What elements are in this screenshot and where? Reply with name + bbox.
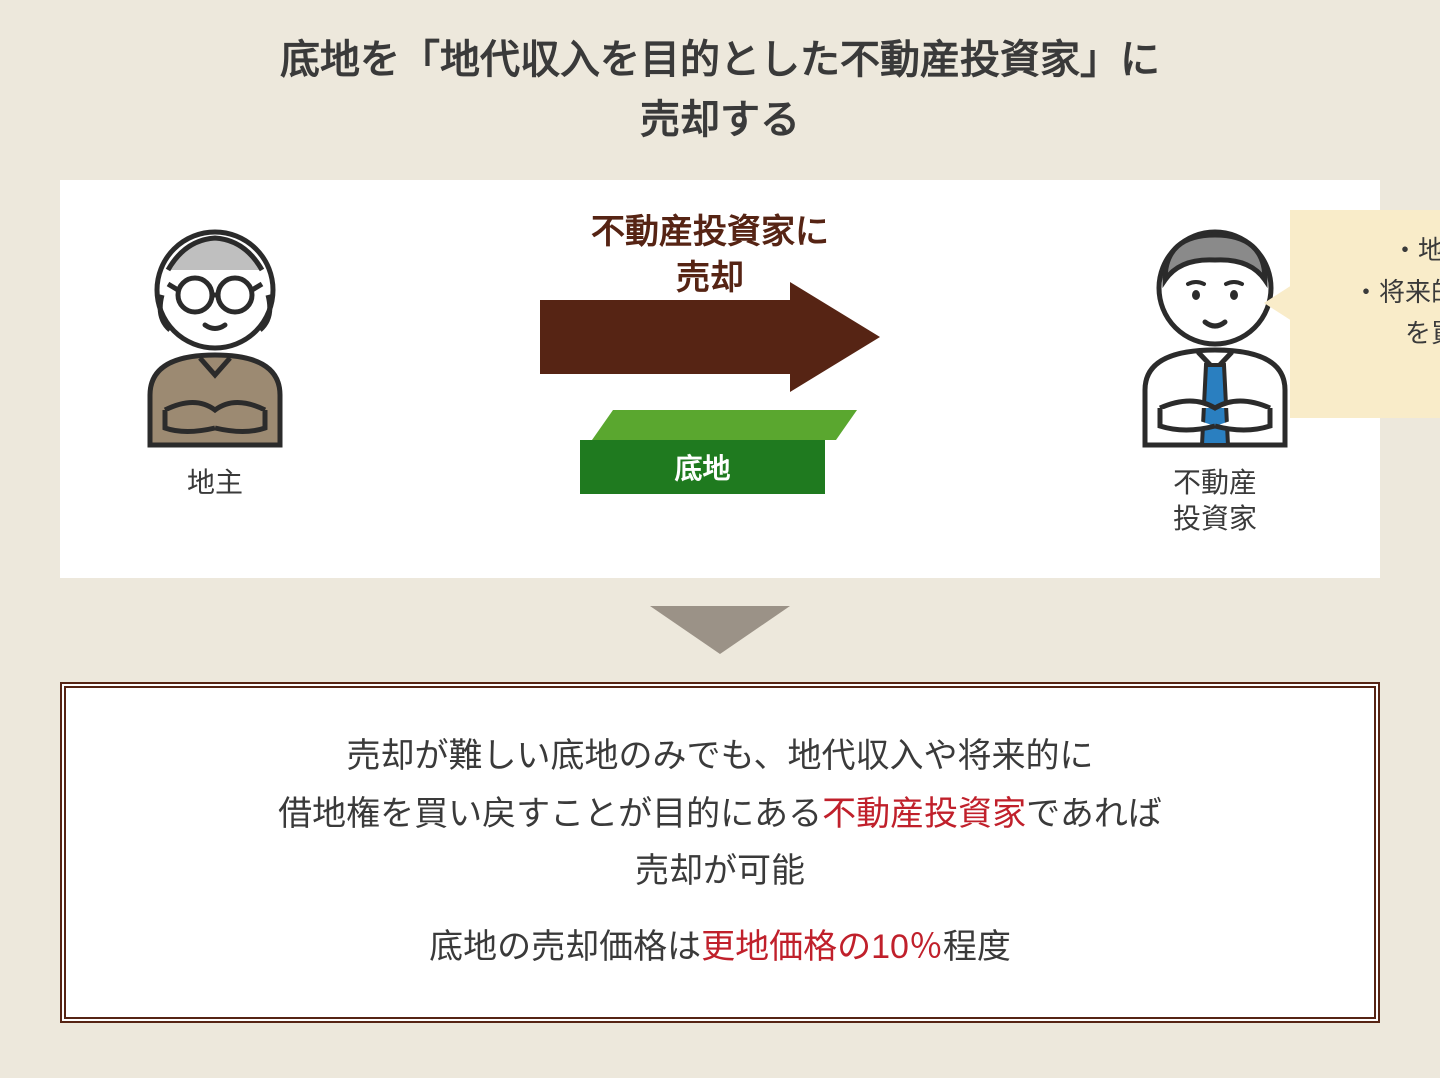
down-arrow-icon xyxy=(650,606,790,654)
owner-label: 地主 xyxy=(100,465,330,501)
speech-bullet-2: ・将来的に借地権 xyxy=(1316,272,1440,314)
s1d: 売却が可能 xyxy=(635,852,805,890)
middle-column: 不動産投資家に 売却 底地 xyxy=(360,210,1060,494)
speech-bullet-1: ・地代収入 xyxy=(1316,230,1440,272)
speech-bubble: ・地代収入 ・将来的に借地権 を買い戻す ことが目的 xyxy=(1290,210,1440,418)
investor-label-l2: 投資家 xyxy=(1173,503,1257,534)
diagram-panel: 地主 不動産投資家に 売却 底地 不動産 xyxy=(60,180,1380,578)
land-label: 底地 xyxy=(580,440,825,494)
s1red: 不動産投資家 xyxy=(822,795,1026,833)
title-line1: 底地を「地代収入を目的とした不動産投資家」に xyxy=(280,38,1160,82)
arrow-label-line2: 売却 xyxy=(676,259,744,297)
owner-icon xyxy=(110,210,320,450)
summary-paragraph-1: 売却が難しい底地のみでも、地代収入や将来的に 借地権を買い戻すことが目的にある不… xyxy=(116,728,1324,901)
land-block: 底地 xyxy=(580,410,840,494)
summary-paragraph-2: 底地の売却価格は更地価格の10％程度 xyxy=(116,919,1324,977)
title-line2: 売却する xyxy=(640,98,800,142)
investor-column: 不動産 投資家 ・地代収入 ・将来的に借地権 を買い戻す ことが目的 xyxy=(1090,210,1340,538)
s1b: 借地権を買い戻すことが目的にある xyxy=(278,795,822,833)
s2a: 底地の売却価格は xyxy=(429,928,701,966)
investor-label-l1: 不動産 xyxy=(1173,467,1257,498)
arrow-label-line1: 不動産投資家に xyxy=(591,213,829,251)
arrow-label: 不動産投資家に 売却 xyxy=(591,210,829,302)
page-title: 底地を「地代収入を目的とした不動産投資家」に 売却する xyxy=(60,30,1380,150)
investor-icon xyxy=(1110,210,1320,450)
s2red: 更地価格の10％ xyxy=(701,928,943,966)
s2b: 程度 xyxy=(943,928,1011,966)
summary-box: 売却が難しい底地のみでも、地代収入や将来的に 借地権を買い戻すことが目的にある不… xyxy=(60,682,1380,1023)
speech-tail: ことが目的 xyxy=(1316,359,1440,401)
owner-column: 地主 xyxy=(100,210,330,501)
speech-bullet-2b: を買い戻す xyxy=(1316,313,1440,355)
land-top-face xyxy=(592,410,857,440)
investor-label: 不動産 投資家 xyxy=(1090,465,1340,538)
s1a: 売却が難しい底地のみでも、地代収入や将来的に xyxy=(347,737,1094,775)
s1c: であれば xyxy=(1026,795,1162,833)
